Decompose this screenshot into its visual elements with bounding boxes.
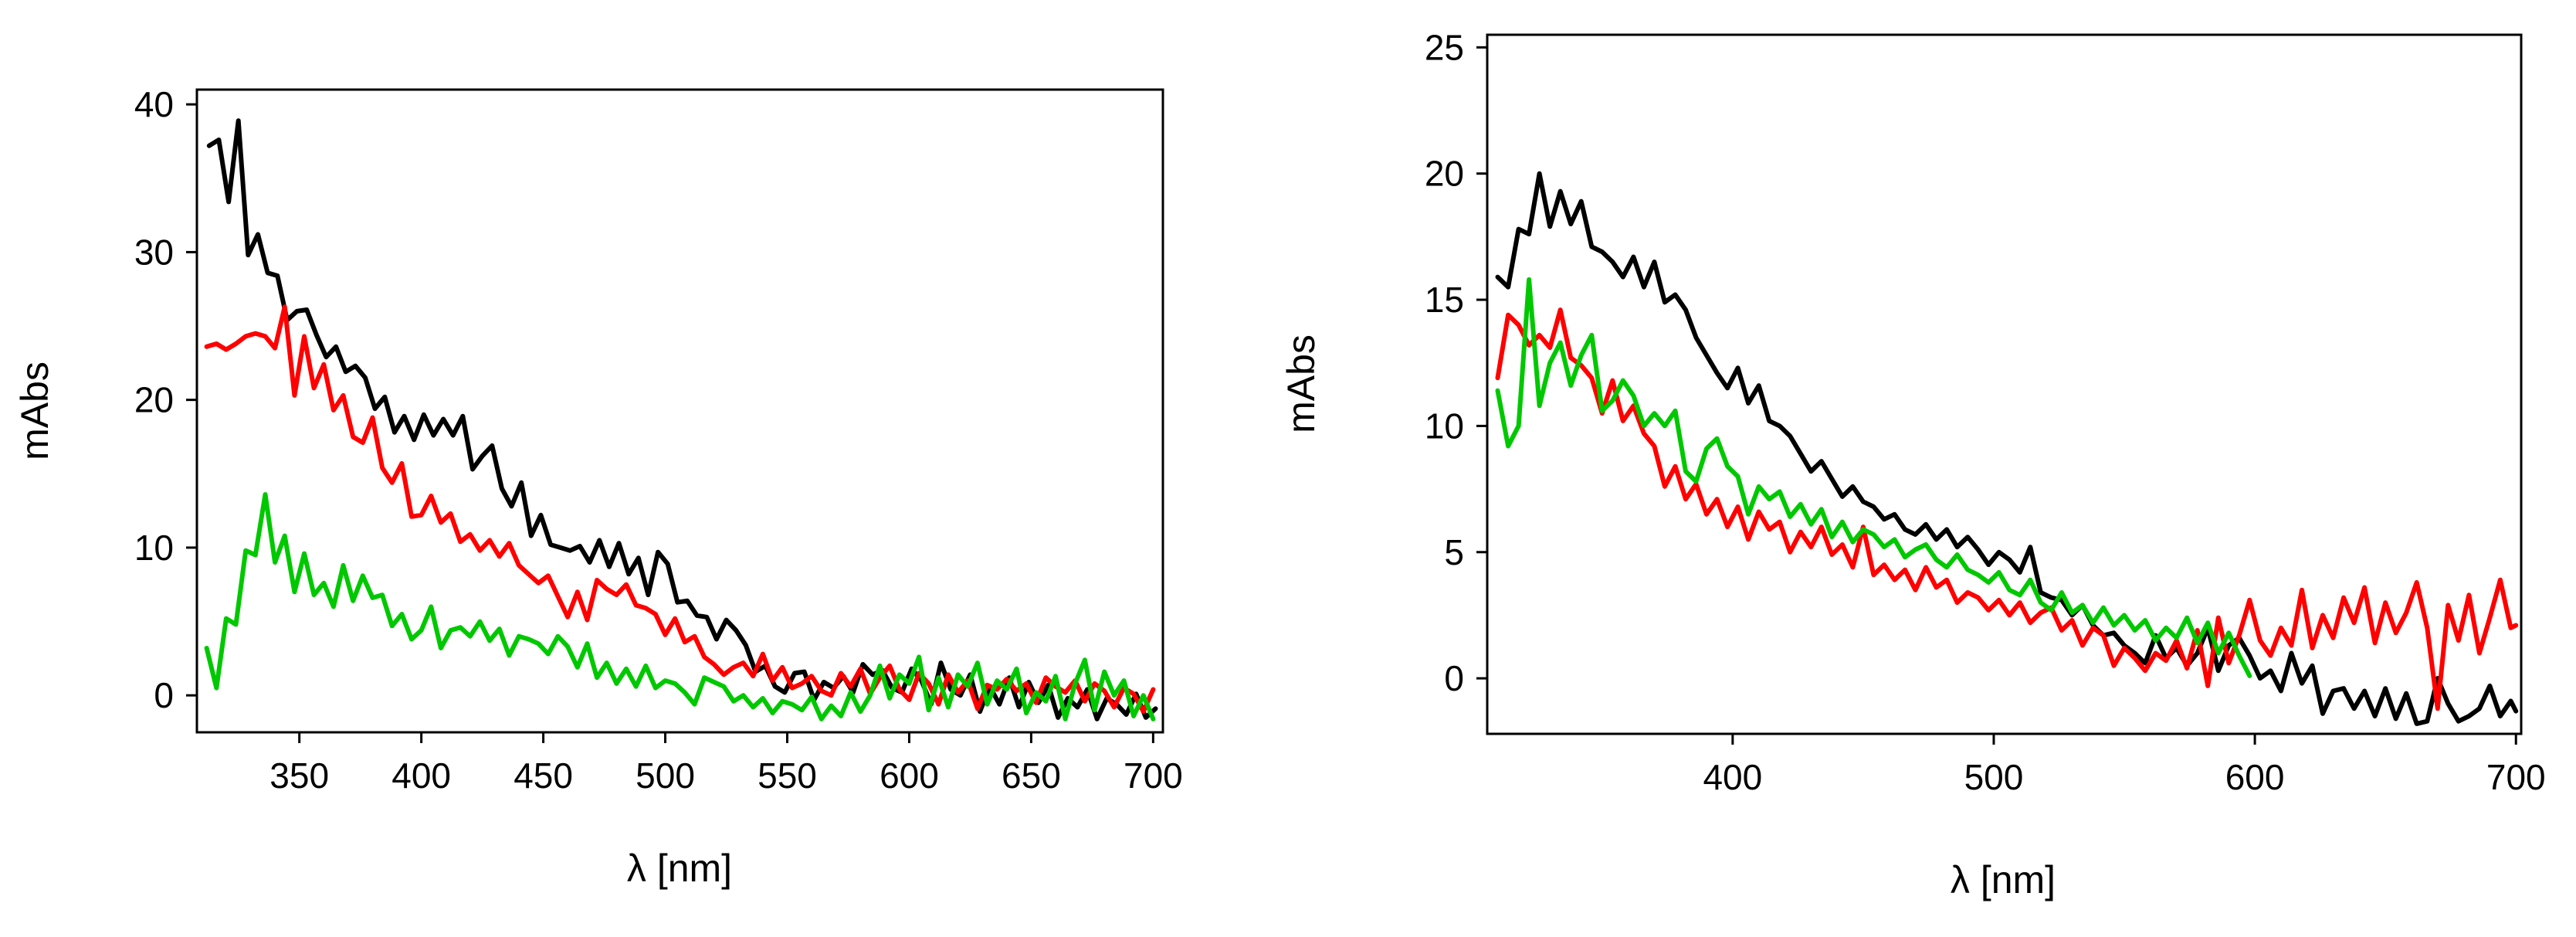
right-chart-plot-frame	[1486, 33, 2523, 735]
left-chart-series	[204, 118, 1158, 721]
left-chart-x-tick-label: 550	[758, 755, 817, 796]
left-chart-y-axis-title: mAbs	[13, 362, 56, 460]
left-chart-y-tick-label: 30	[134, 232, 174, 272]
right-chart-x-axis-title: λ [nm]	[1951, 858, 2056, 901]
left-chart-x-tick-label: 450	[514, 755, 573, 796]
right-chart-y-axis-title: mAbs	[1280, 334, 1323, 433]
right-chart-series	[1495, 171, 2519, 726]
left-chart-series-line-1	[206, 118, 1158, 721]
left-chart-y-tick-label: 10	[134, 528, 174, 568]
right-chart-y-tick-label: 15	[1425, 280, 1464, 320]
right-chart-y-tick-label: 25	[1425, 27, 1464, 67]
left-chart-y-tick-label: 0	[154, 675, 174, 715]
right-chart-x-tick-label: 700	[2486, 757, 2546, 797]
right-chart: 400 500 600 700 0 5 10 15 20 25 λ [nm] mAbs	[1280, 27, 2546, 901]
right-chart-y-tick-label: 0	[1444, 658, 1464, 698]
right-chart-x-tick-label: 400	[1703, 757, 1762, 797]
left-chart-x-tick-label: 350	[269, 755, 329, 796]
left-chart-x-tick-label: 650	[1002, 755, 1061, 796]
right-chart-series-line-3	[1495, 277, 2252, 678]
left-chart-ticks: 350 400 450 500 550 600 650 700 0 10 20 30 40	[134, 84, 1183, 796]
left-chart-plot-frame	[195, 88, 1164, 734]
left-chart-y-tick-label: 40	[134, 84, 174, 124]
left-chart-y-tick-label: 20	[134, 380, 174, 420]
left-chart-x-tick-label: 700	[1124, 755, 1183, 796]
right-chart-series-line-2	[1495, 307, 2519, 711]
right-chart-y-tick-label: 20	[1425, 154, 1464, 194]
right-chart-series-line-1	[1495, 171, 2519, 726]
left-chart-x-tick-label: 600	[880, 755, 939, 796]
left-chart: 350 400 450 500 550 600 650 700 0 10 20 30 40 λ [nm]…	[13, 84, 1183, 890]
right-chart-y-tick-label: 10	[1425, 406, 1464, 446]
right-chart-x-tick-label: 600	[2225, 757, 2285, 797]
right-chart-y-tick-label: 5	[1444, 532, 1464, 572]
left-chart-x-axis-title: λ [nm]	[627, 847, 732, 890]
left-chart-series-line-3	[204, 492, 1156, 721]
right-chart-ticks: 400 500 600 700 0 5 10 15 20 25	[1425, 27, 2546, 797]
right-chart-x-tick-label: 500	[1964, 757, 2024, 797]
left-chart-x-tick-label: 400	[391, 755, 451, 796]
left-chart-x-tick-label: 500	[636, 755, 695, 796]
